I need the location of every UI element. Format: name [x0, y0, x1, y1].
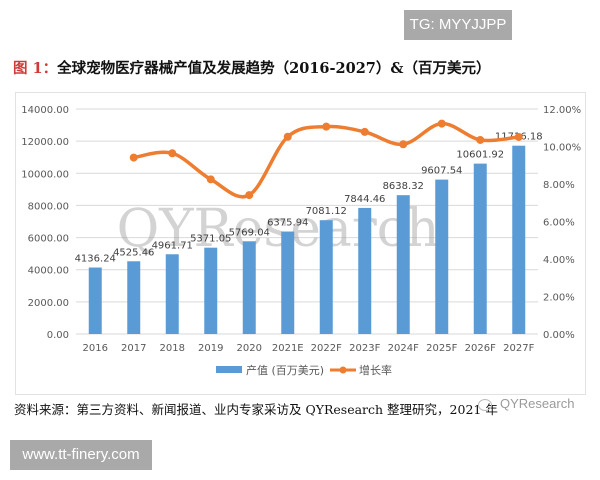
y-left-tick-label: 10000.00 [21, 169, 69, 180]
bar-data-label: 6375.94 [267, 218, 308, 229]
url-watermark-badge: www.tt-finery.com [10, 440, 152, 470]
bar-production-value [396, 195, 410, 334]
y-left-tick-label: 0.00 [47, 330, 69, 341]
bar-data-label: 8638.32 [383, 181, 424, 192]
bar-data-label: 7844.46 [344, 194, 385, 205]
bar-production-value [204, 247, 218, 334]
y-right-tick-label: 4.00% [543, 255, 575, 266]
y-left-tick-label: 12000.00 [21, 137, 69, 148]
y-left-tick-label: 6000.00 [28, 234, 69, 245]
growth-rate-marker [322, 122, 331, 131]
bar-data-label: 9607.54 [421, 166, 462, 177]
qyresearch-logo: QYResearch [478, 396, 574, 411]
x-tick-label: 2024F [388, 343, 419, 354]
bar-production-value [435, 179, 449, 334]
bar-data-label: 7081.12 [306, 206, 347, 217]
bar-production-value [165, 254, 179, 334]
growth-rate-marker [245, 191, 254, 200]
x-tick-label: 2027F [503, 343, 534, 354]
y-left-tick-label: 8000.00 [28, 201, 69, 212]
qyresearch-watermark: QYResearch [117, 199, 440, 259]
growth-rate-marker [360, 127, 369, 136]
bar-production-value [281, 231, 295, 334]
bar-production-value [127, 261, 141, 334]
bar-production-value [88, 267, 102, 334]
bar-production-value [319, 220, 333, 334]
bar-data-label: 5371.05 [190, 234, 231, 245]
growth-rate-marker [399, 140, 408, 149]
y-left-tick-label: 4000.00 [28, 266, 69, 277]
legend-line-marker [339, 366, 347, 374]
legend-bar-label: 产值 (百万美元) [246, 363, 324, 377]
wechat-bubble-icon [478, 398, 492, 411]
y-right-tick-label: 0.00% [543, 330, 575, 341]
growth-rate-marker [283, 132, 292, 141]
growth-rate-marker [514, 132, 523, 141]
x-tick-label: 2016 [83, 343, 108, 354]
x-tick-label: 2020 [237, 343, 262, 354]
figure-number: 图 1： [13, 60, 58, 77]
y-right-tick-label: 12.00% [543, 105, 581, 116]
bar-production-value [242, 241, 256, 334]
source-note: 资料来源：第三方资料、新闻报道、业内专家采访及 QYResearch 整理研究，… [14, 402, 498, 417]
bar-data-label: 4525.46 [113, 247, 154, 258]
y-right-tick-label: 2.00% [543, 293, 575, 304]
growth-rate-marker [206, 175, 215, 184]
bar-data-label: 4961.71 [152, 240, 193, 251]
y-right-tick-label: 10.00% [543, 143, 581, 154]
bar-data-label: 10601.92 [456, 150, 504, 161]
x-tick-label: 2026F [465, 343, 496, 354]
x-tick-label: 2022F [311, 343, 342, 354]
x-tick-label: 2021E [272, 343, 304, 354]
x-tick-label: 2017 [121, 343, 146, 354]
x-tick-label: 2018 [160, 343, 185, 354]
figure-title-text: 全球宠物医疗器械产值及发展趋势（2016-2027）&（百万美元） [57, 60, 491, 77]
y-right-tick-label: 8.00% [543, 180, 575, 191]
bar-production-value [358, 207, 372, 334]
x-tick-label: 2019 [198, 343, 223, 354]
y-left-tick-label: 2000.00 [28, 298, 69, 309]
y-right-tick-label: 6.00% [543, 218, 575, 229]
x-tick-label: 2023F [349, 343, 380, 354]
bar-data-label: 5769.04 [229, 227, 270, 238]
growth-rate-marker [476, 135, 485, 144]
bar-data-label: 4136.24 [75, 254, 116, 265]
legend-line-label: 增长率 [359, 363, 392, 377]
figure-title: 图 1：全球宠物医疗器械产值及发展趋势（2016-2027）&（百万美元） [13, 57, 490, 78]
growth-rate-marker [129, 153, 138, 162]
legend-bar-swatch [216, 366, 242, 373]
bar-production-value [512, 145, 526, 334]
growth-rate-marker [437, 119, 446, 128]
chart-frame: 0.00 2000.00 4000.00 6000.00 8000.00 10000.00… [15, 92, 586, 395]
y-left-tick-label: 14000.00 [21, 105, 69, 116]
bar-production-value [473, 163, 487, 334]
combo-chart: 0.00 2000.00 4000.00 6000.00 8000.00 10000.00… [21, 105, 581, 377]
growth-rate-marker [168, 149, 177, 158]
logo-text: QYResearch [500, 396, 575, 411]
x-tick-label: 2025F [426, 343, 457, 354]
tg-watermark-badge: TG: MYYJJPP [404, 10, 512, 40]
